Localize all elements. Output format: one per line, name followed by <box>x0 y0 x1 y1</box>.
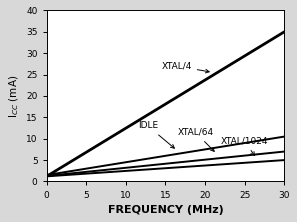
Y-axis label: I$_{CC}$ (mA): I$_{CC}$ (mA) <box>7 74 20 118</box>
Text: XTAL/1024: XTAL/1024 <box>221 136 268 156</box>
Text: IDLE: IDLE <box>138 121 174 148</box>
Text: XTAL/64: XTAL/64 <box>177 128 214 151</box>
X-axis label: FREQUENCY (MHz): FREQUENCY (MHz) <box>108 205 223 215</box>
Text: XTAL/4: XTAL/4 <box>162 61 209 73</box>
